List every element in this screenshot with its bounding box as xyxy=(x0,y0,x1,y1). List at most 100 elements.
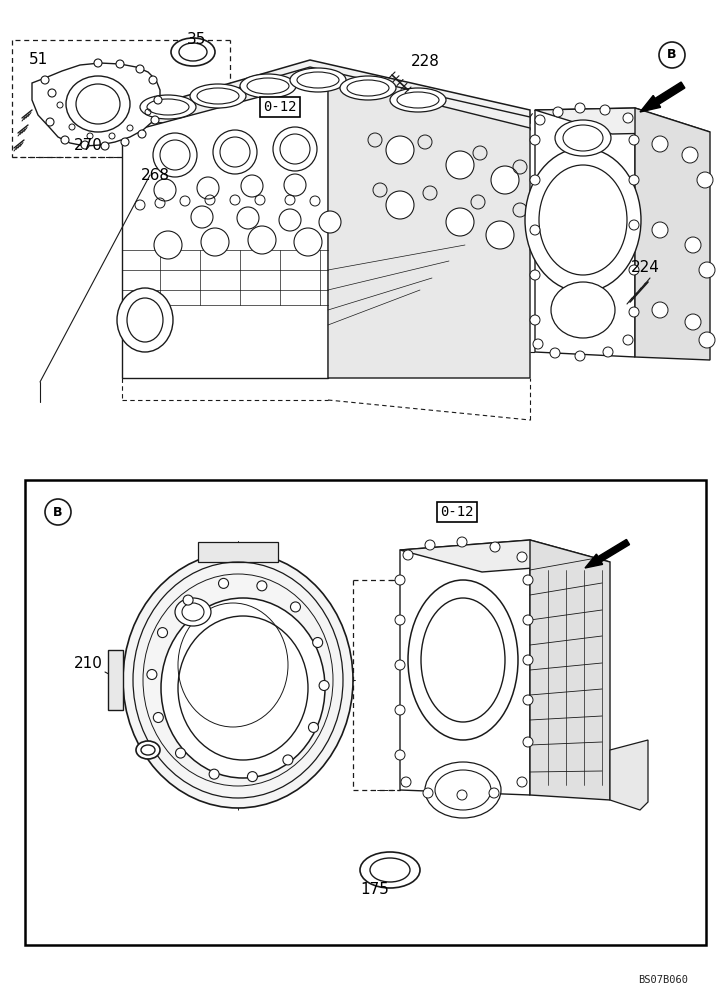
Ellipse shape xyxy=(390,88,446,112)
Circle shape xyxy=(201,228,229,256)
Ellipse shape xyxy=(551,282,615,338)
Circle shape xyxy=(154,96,162,104)
Text: 268: 268 xyxy=(140,167,169,182)
Circle shape xyxy=(423,788,433,798)
Circle shape xyxy=(457,790,467,800)
Ellipse shape xyxy=(297,72,339,88)
Circle shape xyxy=(530,135,540,145)
Circle shape xyxy=(446,208,474,236)
Circle shape xyxy=(219,578,229,588)
Circle shape xyxy=(248,226,276,254)
Ellipse shape xyxy=(175,598,211,626)
Polygon shape xyxy=(400,540,530,795)
Circle shape xyxy=(154,231,182,259)
Circle shape xyxy=(313,637,323,647)
Circle shape xyxy=(81,141,89,149)
Circle shape xyxy=(153,133,197,177)
Circle shape xyxy=(154,179,176,201)
Ellipse shape xyxy=(117,288,173,352)
Ellipse shape xyxy=(240,74,296,98)
Circle shape xyxy=(603,347,613,357)
Ellipse shape xyxy=(290,68,346,92)
Ellipse shape xyxy=(247,78,289,94)
Circle shape xyxy=(629,175,639,185)
Ellipse shape xyxy=(340,76,396,100)
Circle shape xyxy=(279,209,301,231)
Ellipse shape xyxy=(421,598,505,722)
Circle shape xyxy=(175,748,185,758)
Circle shape xyxy=(41,76,49,84)
Ellipse shape xyxy=(197,88,239,104)
Ellipse shape xyxy=(360,852,420,888)
Circle shape xyxy=(530,175,540,185)
Ellipse shape xyxy=(408,580,518,740)
Circle shape xyxy=(623,335,633,345)
Ellipse shape xyxy=(171,38,215,66)
Text: B: B xyxy=(54,506,63,518)
Ellipse shape xyxy=(370,858,410,882)
Bar xyxy=(25,480,706,945)
Ellipse shape xyxy=(123,552,353,808)
Circle shape xyxy=(46,118,54,126)
Ellipse shape xyxy=(539,165,627,275)
Ellipse shape xyxy=(555,120,611,156)
Circle shape xyxy=(191,206,213,228)
Circle shape xyxy=(490,542,500,552)
Circle shape xyxy=(290,602,300,612)
Circle shape xyxy=(535,115,545,125)
Circle shape xyxy=(395,750,405,760)
Circle shape xyxy=(403,550,413,560)
Circle shape xyxy=(652,136,668,152)
Circle shape xyxy=(652,302,668,318)
Circle shape xyxy=(386,191,414,219)
Polygon shape xyxy=(535,108,635,357)
Circle shape xyxy=(209,769,219,779)
Text: 0-12: 0-12 xyxy=(264,100,297,114)
Circle shape xyxy=(153,713,164,723)
Ellipse shape xyxy=(178,616,308,760)
Circle shape xyxy=(213,130,257,174)
Circle shape xyxy=(699,262,715,278)
Circle shape xyxy=(395,705,405,715)
Text: 270: 270 xyxy=(74,137,102,152)
Polygon shape xyxy=(108,650,123,710)
Text: 224: 224 xyxy=(631,260,660,275)
Circle shape xyxy=(523,695,533,705)
Circle shape xyxy=(523,737,533,747)
Ellipse shape xyxy=(136,741,160,759)
Circle shape xyxy=(151,116,159,124)
Polygon shape xyxy=(635,108,710,360)
Ellipse shape xyxy=(190,84,246,108)
FancyArrow shape xyxy=(640,82,685,112)
Ellipse shape xyxy=(425,762,501,818)
Circle shape xyxy=(183,595,193,605)
Polygon shape xyxy=(610,740,648,810)
Ellipse shape xyxy=(140,95,196,119)
Circle shape xyxy=(575,103,585,113)
Polygon shape xyxy=(530,540,610,800)
Circle shape xyxy=(530,225,540,235)
Polygon shape xyxy=(122,78,328,378)
Circle shape xyxy=(121,138,129,146)
Ellipse shape xyxy=(161,598,325,778)
Polygon shape xyxy=(400,540,610,572)
Circle shape xyxy=(489,788,499,798)
Circle shape xyxy=(197,177,219,199)
Circle shape xyxy=(486,221,514,249)
Circle shape xyxy=(491,166,519,194)
Circle shape xyxy=(284,174,306,196)
Circle shape xyxy=(575,351,585,361)
Circle shape xyxy=(517,777,527,787)
Circle shape xyxy=(697,172,713,188)
Circle shape xyxy=(158,628,167,638)
Circle shape xyxy=(395,575,405,585)
Circle shape xyxy=(257,581,267,591)
Circle shape xyxy=(682,147,698,163)
Circle shape xyxy=(523,575,533,585)
Circle shape xyxy=(94,59,102,67)
Circle shape xyxy=(45,499,71,525)
Text: BS07B060: BS07B060 xyxy=(638,975,688,985)
FancyArrow shape xyxy=(585,539,630,568)
Ellipse shape xyxy=(66,76,130,132)
Text: 35: 35 xyxy=(188,32,206,47)
